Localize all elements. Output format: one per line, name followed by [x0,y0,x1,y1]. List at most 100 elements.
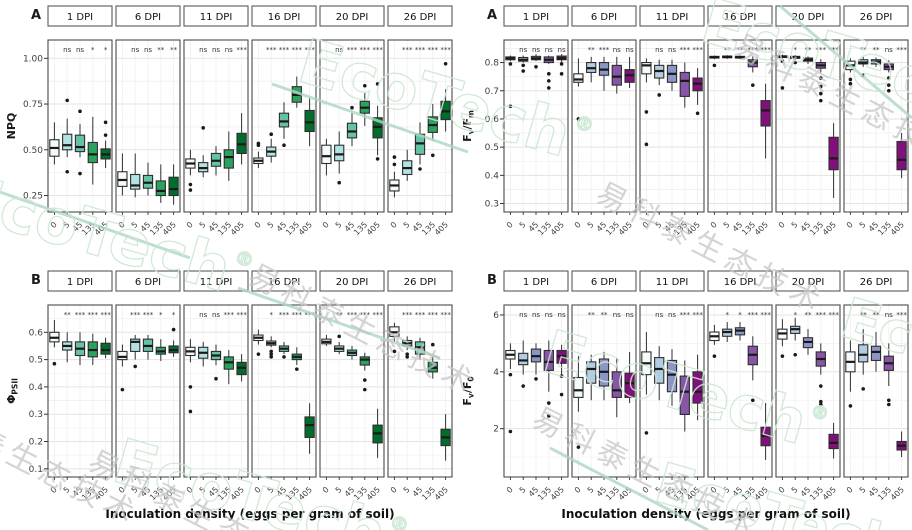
box [896,140,907,171]
outlier-point [103,133,108,137]
outlier-point [559,374,564,378]
significance-label: * [159,311,163,319]
box [654,357,665,384]
outlier-point [392,155,397,159]
significance-label: *** [292,311,303,319]
box [666,359,678,393]
outlier-point [65,98,69,103]
facet-strip [707,5,773,27]
x-tick-label: 405 [433,220,450,237]
facet-strip-label: 11 DPI [656,277,689,288]
outlier-point [350,105,354,110]
box [518,352,529,366]
outlier-point [887,88,891,93]
significance-label: ns [519,311,527,319]
outlier-point [65,169,69,174]
significance-label: *** [428,46,439,54]
outlier-point [751,398,755,403]
facet-strip-label: 16 DPI [268,12,301,23]
box [624,372,635,398]
x-tick-label: 0 [49,485,59,495]
significance-label: *** [692,311,703,319]
outlier-point [363,83,367,88]
outlier-point [559,392,564,397]
significance-label: ns [613,46,621,54]
box [828,136,839,171]
x-tick-label: 0 [185,485,195,495]
outlier-point [819,384,823,388]
x-tick-label: 405 [161,485,178,502]
box [611,64,622,86]
significance-label: ns [545,311,553,319]
outlier-point [282,355,286,359]
significance-label: ns [655,311,663,319]
outlier-point [256,352,261,356]
significance-label: ** [724,46,732,54]
significance-label: ns [144,46,152,54]
facet-strip-label: 26 DPI [860,277,893,288]
significance-label: *** [224,311,235,319]
significance-label: ns [626,46,634,54]
facet-strip-label: 26 DPI [404,277,437,288]
outlier-point [780,59,785,63]
significance-label: *** [279,46,290,54]
facet-strip-label: 1 DPI [67,277,93,288]
outlier-point [887,76,891,80]
outlier-point [547,401,551,405]
box [858,344,869,363]
x-tick-label: 405 [685,485,702,502]
facet-strip [183,5,249,27]
x-tick-label: 405 [549,220,566,237]
significance-label: *** [236,311,247,319]
significance-label: *** [304,311,315,319]
y-tick-label: 6 [493,311,499,321]
box [760,100,771,127]
box [100,342,111,355]
outlier-point [375,157,380,161]
significance-label: ** [860,311,868,319]
significance-label: *** [266,46,277,54]
x-tick-label: 0 [117,485,127,495]
facet-strip [571,5,637,27]
y-tick-label: 0.7 [485,87,499,97]
facet-strip-label: 6 DPI [591,277,617,288]
significance-label: * [91,46,95,54]
x-tick-label: 5 [130,220,140,230]
significance-label: * [104,46,108,54]
facet-strip-label: 20 DPI [336,12,369,23]
significance-label: * [725,311,729,319]
outlier-point [508,104,513,109]
panel-letter: A [31,8,41,23]
facet-strip [251,5,317,27]
facet-strip-label: 20 DPI [792,277,825,288]
outlier-point [201,126,205,130]
outlier-point [644,431,649,435]
significance-label: *** [402,46,413,54]
x-tick-label: 0 [185,220,195,230]
x-tick-label: 0 [709,485,719,495]
outlier-point [214,376,218,381]
x-tick-label: 5 [266,485,276,495]
facet-strip [503,270,569,292]
x-tick-label: 405 [549,485,566,502]
x-tick-label: 405 [617,485,634,502]
facet-strip-label: 6 DPI [135,12,161,23]
x-tick-label: 405 [685,220,702,237]
outlier-point [819,402,823,407]
facet-strip [115,270,181,292]
x-tick-label: 5 [790,220,800,230]
x-tick-label: 405 [365,220,382,237]
significance-label: *** [130,311,141,319]
significance-label: *** [415,311,426,319]
outlier-point [780,86,785,90]
y-tick-label: 0.75 [23,100,43,110]
significance-label: * [738,311,742,319]
outlier-point [521,69,525,73]
y-axis-label: NPQ [5,113,18,140]
outlier-point [534,377,538,381]
significance-label: ns [885,46,893,54]
significance-label: ** [805,311,813,319]
outlier-point [521,63,525,68]
